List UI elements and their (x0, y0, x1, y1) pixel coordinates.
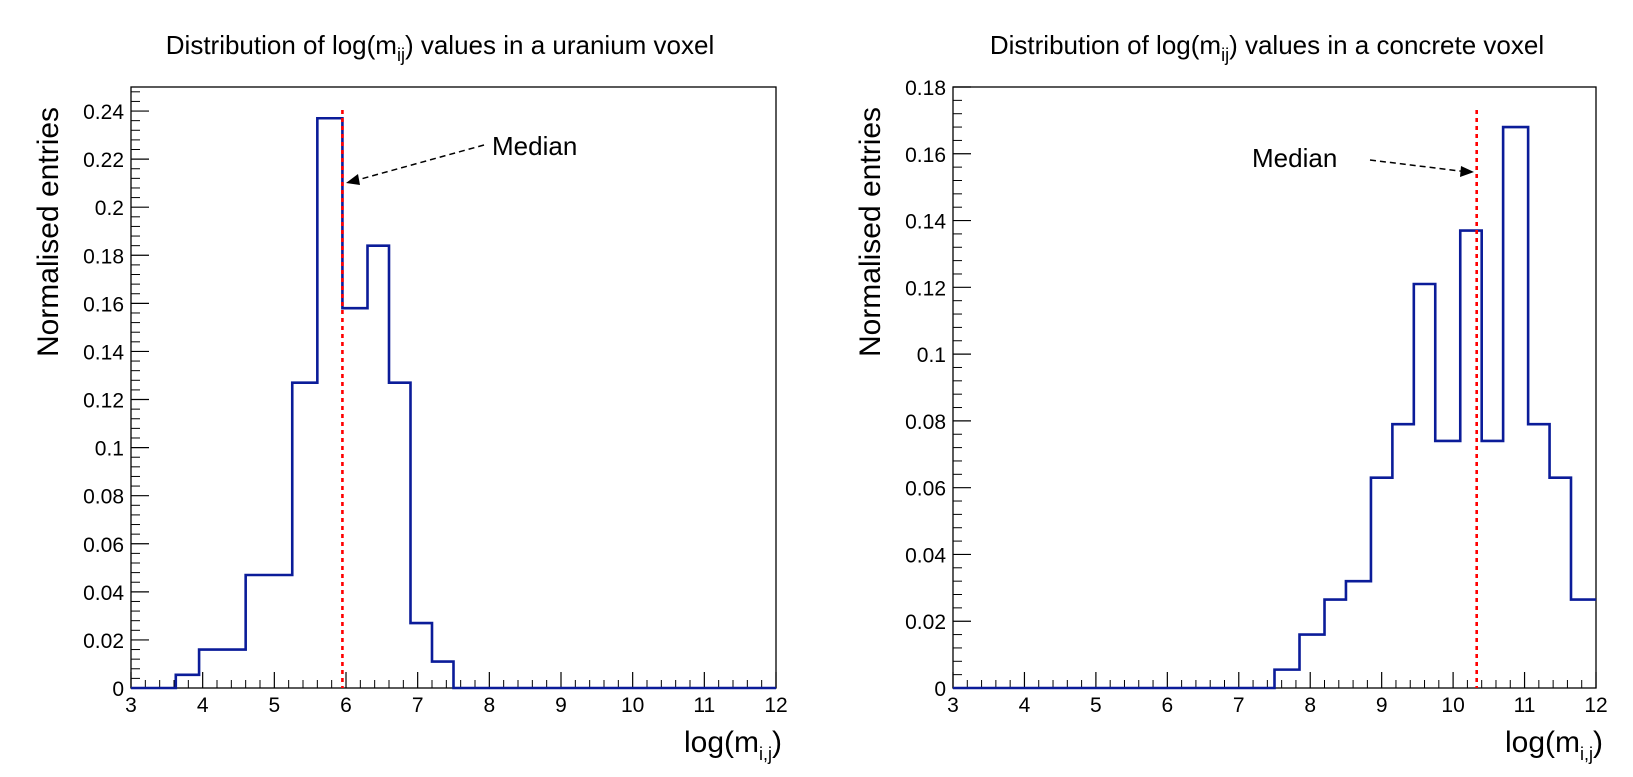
concrete-x-axis-label: log(mi,j) (1505, 726, 1603, 764)
uranium-x-tick-label: 3 (125, 694, 137, 717)
concrete-y-tick-label: 0.02 (905, 611, 946, 634)
concrete-y-tick-label: 0.12 (905, 277, 946, 300)
uranium-y-tick-label: 0.12 (83, 390, 124, 413)
uranium-plot-frame (130, 86, 777, 689)
uranium-chart-title: Distribution of log(mij) values in a ura… (166, 30, 714, 65)
uranium-median-arrow (349, 144, 485, 183)
uranium-x-tick-label: 6 (340, 694, 352, 717)
uranium-histogram-panel: Distribution of log(mij) values in a ura… (32, 30, 788, 764)
uranium-x-tick-label: 11 (693, 694, 715, 717)
concrete-x-tick-label: 12 (1584, 694, 1607, 717)
uranium-y-tick-label: 0.16 (83, 293, 124, 316)
concrete-x-tick-label: 5 (1090, 694, 1102, 717)
concrete-y-tick-label: 0.04 (905, 544, 946, 567)
uranium-y-tick-label: 0.2 (95, 197, 124, 220)
uranium-x-tick-label: 5 (268, 694, 280, 717)
uranium-y-tick-label: 0 (112, 678, 124, 701)
concrete-chart-title: Distribution of log(mij) values in a con… (990, 30, 1544, 65)
concrete-y-tick-label: 0.16 (905, 144, 946, 167)
concrete-median-arrowhead (1460, 166, 1474, 177)
uranium-y-tick-label: 0.18 (83, 245, 124, 268)
uranium-y-axis-label: Normalised entries (32, 107, 65, 357)
uranium-x-tick-label: 4 (197, 694, 209, 717)
concrete-y-tick-label: 0.06 (905, 478, 946, 501)
concrete-x-tick-label: 7 (1233, 694, 1245, 717)
uranium-x-tick-label: 7 (412, 694, 424, 717)
concrete-y-tick-label: 0.08 (905, 411, 946, 434)
uranium-y-tick-label: 0.1 (95, 438, 124, 461)
uranium-x-tick-label: 8 (483, 694, 495, 717)
uranium-x-axis-label: log(mi,j) (684, 726, 782, 764)
concrete-y-tick-label: 0.18 (905, 77, 946, 100)
uranium-median-arrowhead (346, 174, 360, 185)
uranium-median-label: Median (492, 131, 577, 161)
uranium-y-tick-label: 0.02 (83, 630, 124, 653)
uranium-y-tick-label: 0.08 (83, 486, 124, 509)
concrete-x-tick-label: 9 (1376, 694, 1388, 717)
uranium-y-tick-label: 0.22 (83, 149, 124, 172)
concrete-y-axis-label: Normalised entries (854, 107, 887, 357)
concrete-x-tick-label: 4 (1019, 694, 1031, 717)
concrete-histogram-panel: Distribution of log(mij) values in a con… (854, 30, 1608, 764)
uranium-y-tick-label: 0.04 (83, 582, 124, 605)
uranium-y-tick-label: 0.06 (83, 534, 124, 557)
uranium-x-tick-label: 12 (764, 694, 787, 717)
uranium-y-tick-label: 0.24 (83, 101, 124, 124)
concrete-x-tick-label: 6 (1161, 694, 1173, 717)
uranium-y-tick-label: 0.14 (83, 341, 124, 364)
uranium-x-tick-label: 10 (621, 694, 644, 717)
concrete-y-tick-label: 0 (934, 678, 946, 701)
concrete-x-tick-label: 8 (1304, 694, 1316, 717)
concrete-median-label: Median (1252, 143, 1337, 173)
concrete-x-tick-label: 3 (947, 694, 959, 717)
concrete-median-arrow (1369, 159, 1469, 173)
concrete-plot-frame (952, 86, 1597, 689)
concrete-y-tick-label: 0.1 (917, 344, 946, 367)
uranium-x-tick-label: 9 (555, 694, 567, 717)
concrete-histogram-line (953, 125, 1596, 690)
uranium-histogram-line (131, 116, 776, 690)
concrete-x-tick-label: 10 (1441, 694, 1464, 717)
concrete-y-tick-label: 0.14 (905, 211, 946, 234)
concrete-x-tick-label: 11 (1514, 694, 1536, 717)
